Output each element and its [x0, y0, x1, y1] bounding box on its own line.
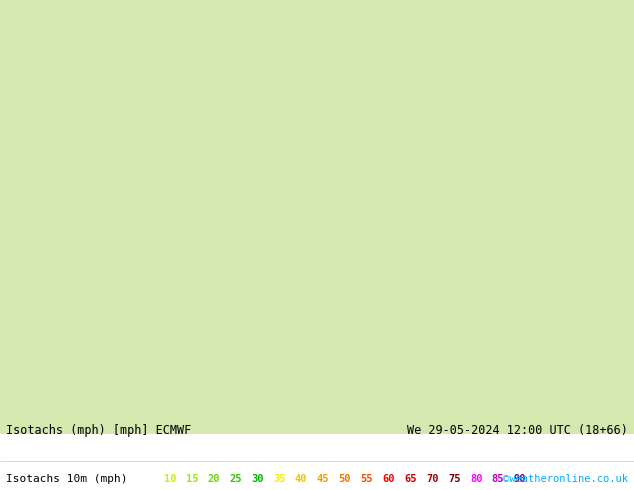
Text: 10: 10	[164, 474, 176, 484]
Text: Isotachs 10m (mph): Isotachs 10m (mph)	[6, 474, 128, 484]
Text: 50: 50	[339, 474, 351, 484]
Text: 85: 85	[492, 474, 504, 484]
Text: 75: 75	[448, 474, 460, 484]
Text: 65: 65	[404, 474, 417, 484]
Text: 20: 20	[207, 474, 220, 484]
Text: 70: 70	[426, 474, 439, 484]
Text: 30: 30	[251, 474, 264, 484]
Text: 35: 35	[273, 474, 285, 484]
Text: 15: 15	[186, 474, 198, 484]
FancyBboxPatch shape	[0, 434, 634, 490]
Text: 90: 90	[514, 474, 526, 484]
Text: 45: 45	[317, 474, 329, 484]
Text: 25: 25	[230, 474, 242, 484]
Text: 80: 80	[470, 474, 482, 484]
Text: We 29-05-2024 12:00 UTC (18+66): We 29-05-2024 12:00 UTC (18+66)	[407, 424, 628, 437]
Text: 55: 55	[361, 474, 373, 484]
Text: Isotachs (mph) [mph] ECMWF: Isotachs (mph) [mph] ECMWF	[6, 424, 191, 437]
Text: ©weatheronline.co.uk: ©weatheronline.co.uk	[503, 474, 628, 484]
Text: 40: 40	[295, 474, 307, 484]
Text: 60: 60	[382, 474, 395, 484]
